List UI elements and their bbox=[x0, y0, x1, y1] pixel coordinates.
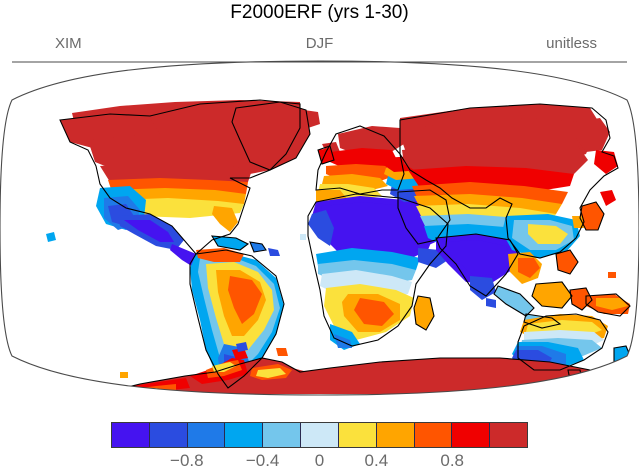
map-data-layer bbox=[46, 100, 632, 394]
left-label: XIM bbox=[55, 35, 82, 52]
colorbar-cell-10[interactable] bbox=[490, 423, 527, 447]
colorbar-cell-2[interactable] bbox=[187, 423, 226, 447]
map-frame-outline bbox=[0, 60, 639, 396]
colorbar-cell-0[interactable] bbox=[112, 423, 150, 447]
right-label: unitless bbox=[546, 35, 597, 52]
center-label: DJF bbox=[305, 35, 334, 52]
colorbar-tick-1: −0.4 bbox=[245, 451, 280, 470]
region-russia-siberia bbox=[398, 104, 618, 194]
colorbar-cell-3[interactable] bbox=[225, 423, 264, 447]
robinson-map-svg bbox=[0, 58, 639, 398]
colorbar-tick-0: −0.8 bbox=[170, 451, 204, 470]
region-east-asia bbox=[502, 190, 616, 258]
region-antarctica bbox=[100, 342, 630, 394]
colorbar-cell-5[interactable] bbox=[301, 423, 339, 447]
colorbar-cells[interactable] bbox=[111, 422, 528, 448]
colorbar-tick-2: 0 bbox=[314, 451, 325, 470]
page-title: F2000ERF (yrs 1-30) bbox=[230, 2, 409, 23]
region-south-asia bbox=[436, 234, 520, 308]
colorbar-tick-labels: −0.8 −0.4 0 0.4 0.8 bbox=[0, 450, 639, 472]
colorbar-cell-6[interactable] bbox=[338, 423, 377, 447]
region-southeast-asia bbox=[494, 250, 630, 328]
map-canvas bbox=[0, 58, 639, 398]
coastline-overlay bbox=[59, 99, 633, 395]
colorbar-tick-4: 0.8 bbox=[440, 451, 465, 470]
colorbar-cell-1[interactable] bbox=[149, 423, 188, 447]
region-africa bbox=[308, 196, 448, 350]
region-small-islands bbox=[46, 232, 616, 378]
colorbar-cell-9[interactable] bbox=[452, 423, 491, 447]
colorbar-cell-7[interactable] bbox=[376, 423, 415, 447]
colorbar-cell-4[interactable] bbox=[263, 423, 302, 447]
colorbar-tick-3: 0.4 bbox=[364, 451, 389, 470]
colorbar-cell-8[interactable] bbox=[414, 423, 453, 447]
colorbar: −0.8 −0.4 0 0.4 0.8 bbox=[0, 414, 639, 472]
subtitle-row: XIM DJF unitless bbox=[0, 34, 639, 54]
